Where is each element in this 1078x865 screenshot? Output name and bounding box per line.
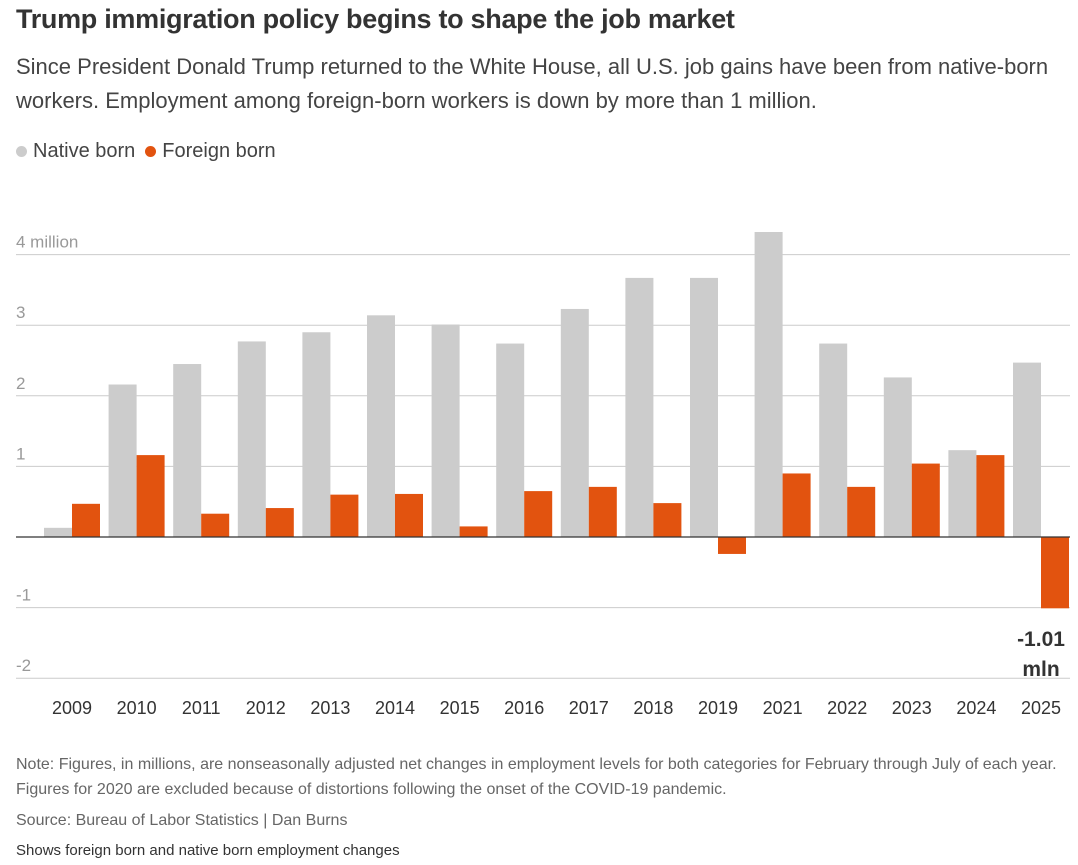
legend-label-native: Native born	[33, 140, 136, 162]
x-tick-label: 2022	[827, 698, 867, 718]
native-bar-2022	[819, 343, 848, 537]
native-bar-2015	[431, 324, 460, 537]
x-tick-label: 2023	[892, 698, 932, 718]
native-bar-2017	[560, 308, 589, 537]
annotation-value: -1.01	[1017, 628, 1065, 651]
y-tick-label: 1	[16, 444, 25, 463]
native-bar-2021	[754, 232, 783, 537]
native-bar-2016	[496, 343, 525, 537]
native-bar-2019	[690, 277, 718, 537]
chart-note: Note: Figures, in millions, are nonseaso…	[16, 756, 1057, 798]
native-bar-2009	[44, 527, 72, 537]
foreign-bar-2025	[1041, 537, 1069, 609]
native-swatch-icon	[16, 146, 27, 157]
native-bar-2018	[625, 277, 654, 537]
x-tick-label: 2016	[504, 698, 544, 718]
x-tick-label: 2019	[698, 698, 738, 718]
y-tick-label: 3	[16, 303, 25, 322]
native-bar-2024	[948, 450, 977, 537]
foreign-bar-2011	[201, 513, 230, 537]
native-bar-2023	[883, 377, 912, 537]
y-tick-label: 2	[16, 374, 25, 393]
x-tick-label: 2009	[52, 698, 92, 718]
foreign-bar-2016	[524, 491, 553, 537]
x-tick-label: 2011	[182, 698, 221, 718]
annotation-unit: mln	[1022, 658, 1059, 681]
foreign-bar-2017	[588, 486, 617, 537]
y-tick-label: -1	[16, 586, 31, 605]
legend-item-foreign: Foreign born	[145, 140, 276, 163]
foreign-bar-2018	[653, 503, 682, 537]
x-tick-label: 2015	[440, 698, 480, 718]
x-tick-label: 2014	[375, 698, 415, 718]
x-tick-label: 2025	[1021, 698, 1061, 718]
native-bar-2014	[367, 315, 395, 537]
native-bar-2025	[1013, 362, 1041, 537]
x-tick-label: 2012	[246, 698, 286, 718]
chart-title: Trump immigration policy begins to shape…	[16, 4, 735, 34]
foreign-bar-2023	[911, 463, 940, 537]
x-tick-label: 2018	[633, 698, 673, 718]
foreign-bar-2014	[395, 493, 423, 537]
x-tick-label: 2017	[569, 698, 609, 718]
chart-caption: Shows foreign born and native born emplo…	[16, 842, 400, 859]
x-tick-label: 2024	[956, 698, 996, 718]
foreign-bar-2009	[72, 503, 100, 537]
foreign-bar-2012	[265, 508, 294, 537]
chart-subtitle: Since President Donald Trump returned to…	[16, 54, 1049, 113]
bar-chart: 4 million 3 2 1 -1 -2 2009 2010 2011 2012 2013 2014…	[16, 232, 1070, 718]
native-bar-2012	[237, 341, 266, 537]
x-tick-label: 2013	[310, 698, 350, 718]
native-bar-2013	[302, 332, 331, 537]
native-bar-2010	[108, 384, 137, 537]
legend-label-foreign: Foreign born	[162, 140, 276, 162]
y-tick-label: -2	[16, 656, 31, 675]
foreign-bar-2024	[976, 455, 1005, 537]
foreign-swatch-icon	[145, 146, 157, 157]
foreign-bar-2010	[136, 455, 165, 537]
foreign-bar-2015	[459, 526, 488, 537]
x-tick-label: 2010	[117, 698, 157, 718]
foreign-bar-2022	[847, 486, 876, 537]
chart-source: Source: Bureau of Labor Statistics | Dan…	[16, 812, 348, 829]
legend-item-native: Native born	[16, 140, 135, 163]
native-bar-2011	[173, 364, 202, 537]
y-tick-label: 4 million	[16, 233, 78, 252]
x-tick-label: 2021	[763, 698, 803, 718]
foreign-bar-2021	[782, 473, 811, 537]
foreign-bar-2013	[330, 494, 359, 537]
legend: Native born Foreign born	[16, 140, 286, 163]
foreign-bar-2019	[718, 537, 746, 554]
